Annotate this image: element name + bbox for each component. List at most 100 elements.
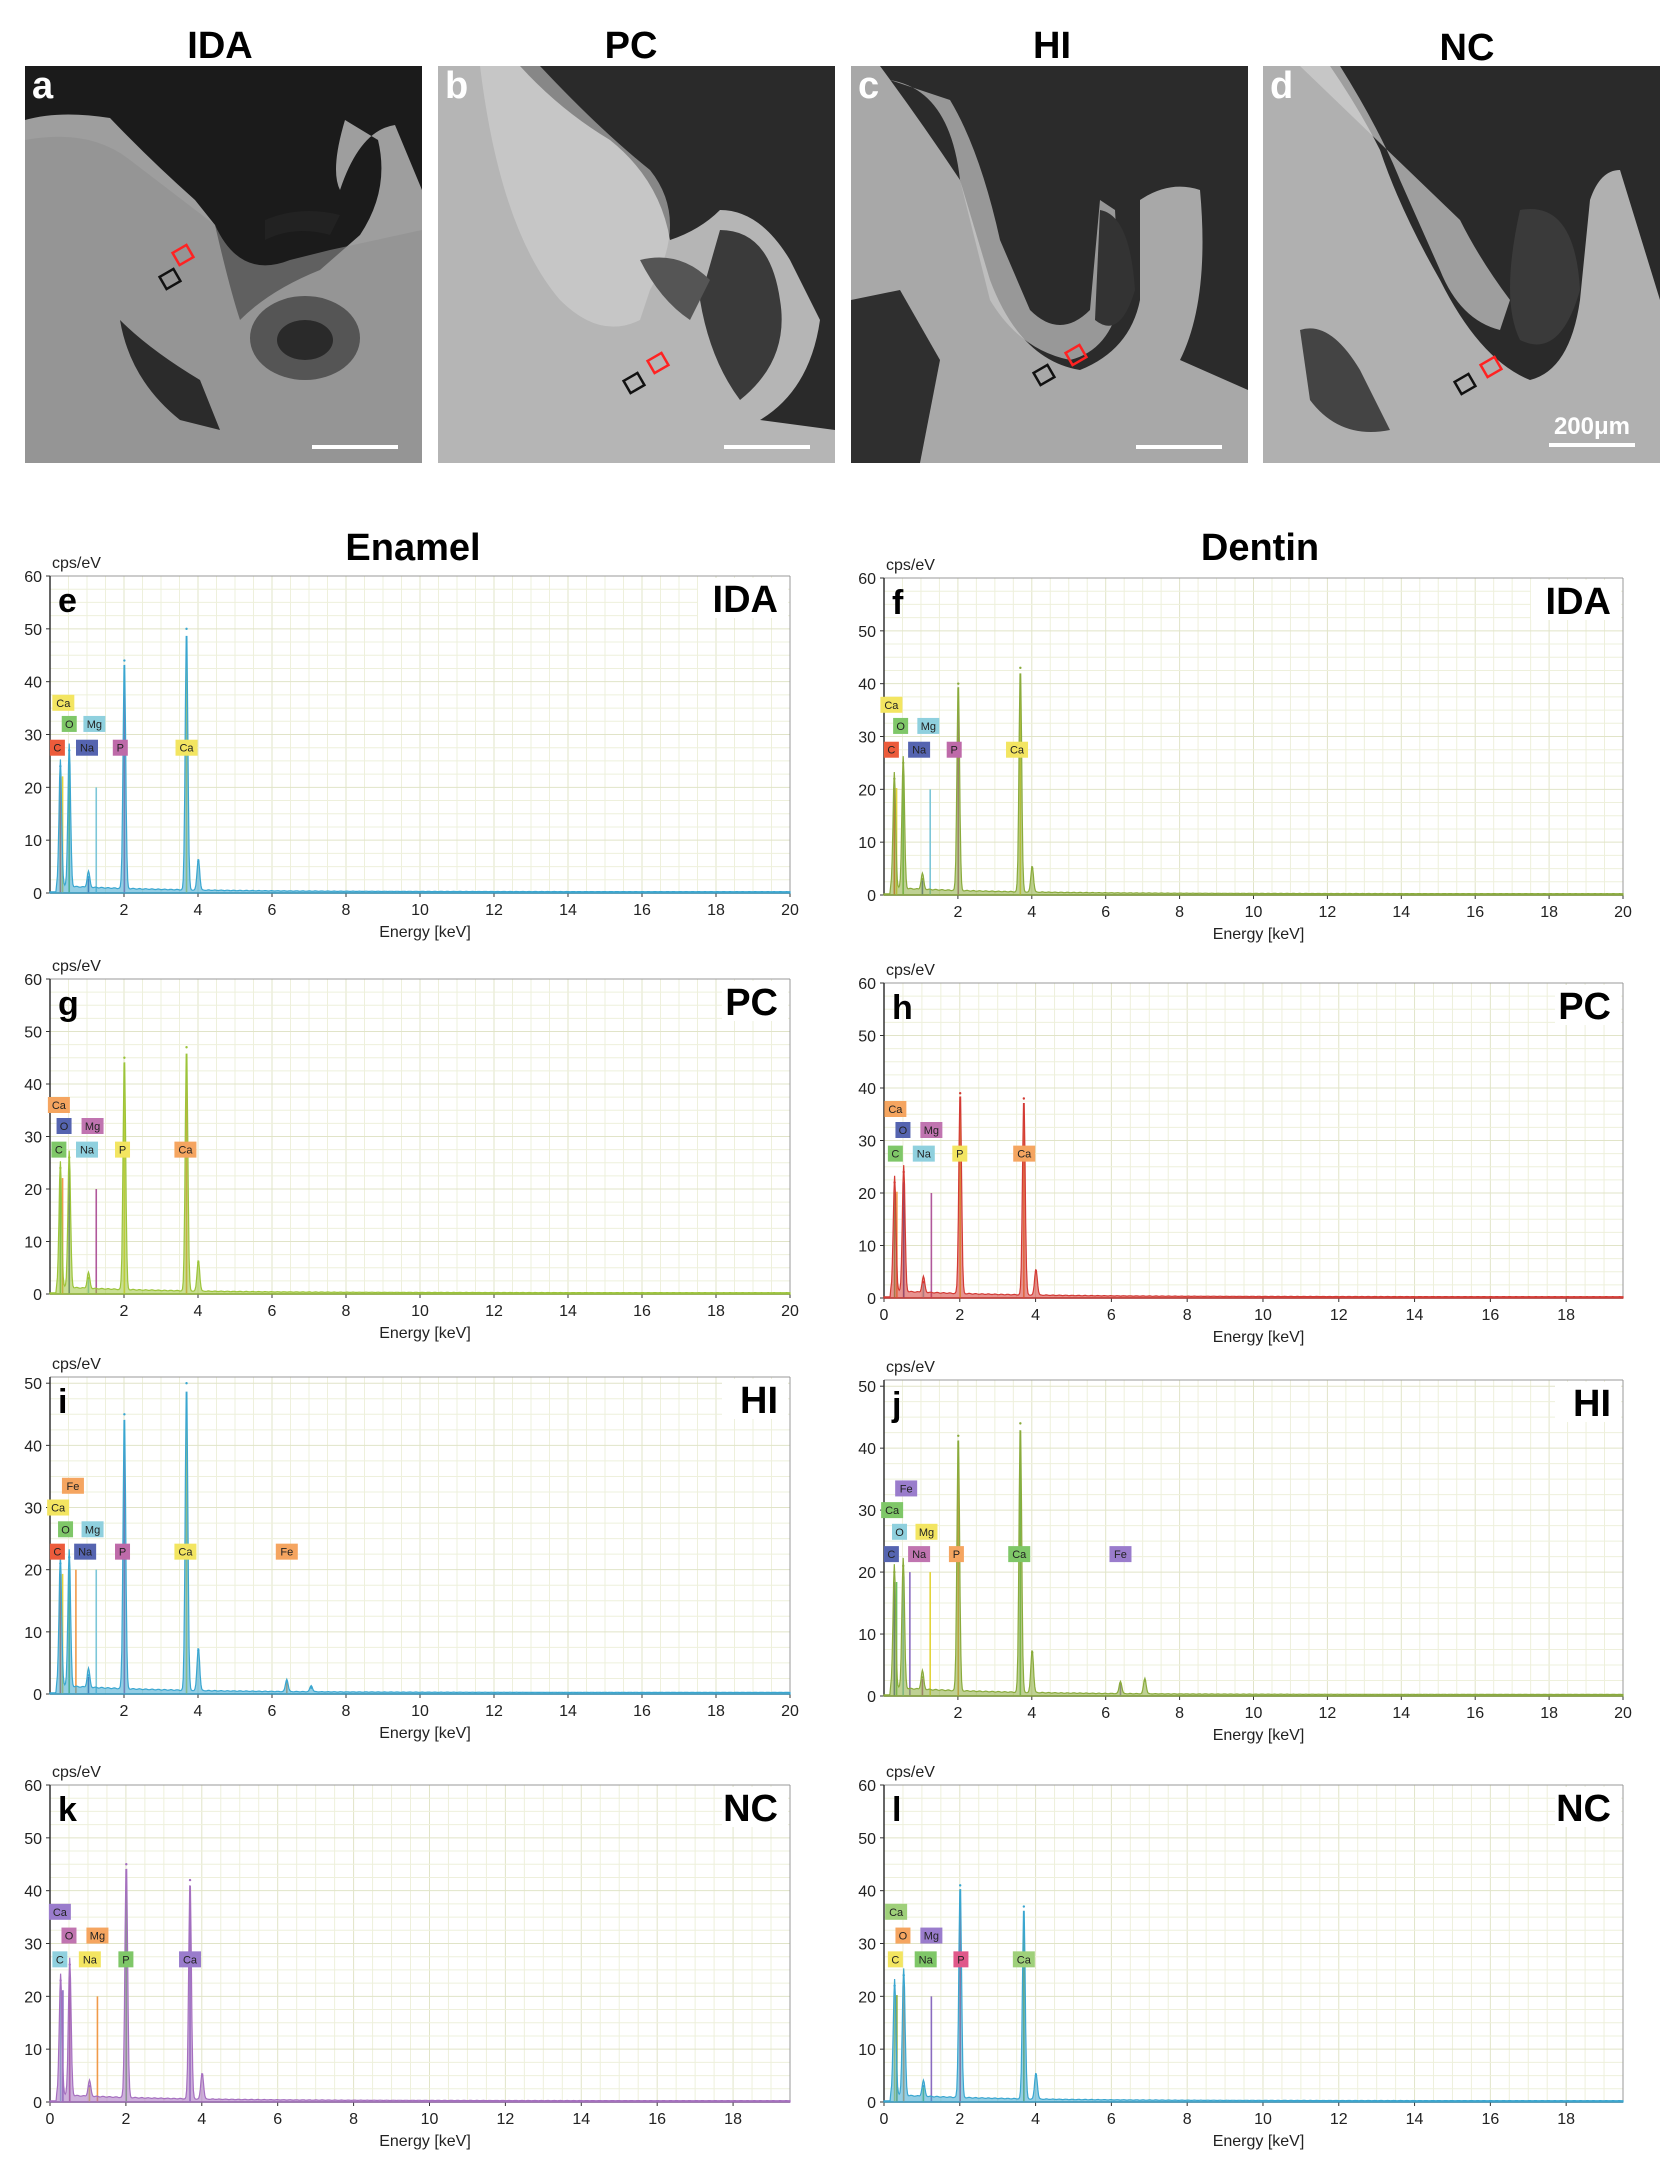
peak-point bbox=[87, 875, 90, 879]
y-tick-label: 50 bbox=[858, 1029, 876, 1046]
x-tick-label: 10 bbox=[1254, 1307, 1272, 1324]
y-tick-label: 20 bbox=[24, 780, 42, 797]
x-tick-label: 14 bbox=[1392, 1705, 1410, 1722]
element-label-bg bbox=[917, 717, 940, 734]
element-label-bg bbox=[1013, 1145, 1036, 1162]
peak-point bbox=[1034, 1270, 1038, 1273]
peak-point bbox=[893, 1181, 896, 1184]
x-tick-label: 2 bbox=[953, 1705, 962, 1722]
element-label-bg bbox=[49, 739, 65, 756]
y-tick-label: 60 bbox=[858, 976, 876, 993]
eds-chart-i: 0 10 20 30 40 50 2 4 6 8 10 12 14 16 18 20 cps/eV Energy … bbox=[24, 1356, 799, 1742]
element-label-bg bbox=[883, 741, 899, 758]
peak-point bbox=[310, 1686, 313, 1689]
y-tick-label: 20 bbox=[858, 1989, 876, 2006]
y-tick-label: 60 bbox=[24, 1778, 42, 1795]
peak-point bbox=[88, 2084, 91, 2088]
peak-point bbox=[185, 627, 188, 631]
y-tick-label: 30 bbox=[24, 1937, 42, 1954]
element-label-na: Na bbox=[912, 745, 927, 757]
element-label-bg bbox=[61, 715, 77, 732]
x-tick-label: 20 bbox=[1614, 1705, 1632, 1722]
element-label-bg bbox=[78, 1951, 101, 1968]
y-tick-label: 50 bbox=[858, 624, 876, 641]
x-tick-label: 10 bbox=[1245, 1705, 1263, 1722]
x-tick-label: 16 bbox=[1466, 904, 1484, 921]
y-tick-label: 10 bbox=[24, 1235, 42, 1252]
x-tick-label: 16 bbox=[1481, 1307, 1499, 1324]
x-tick-label: 6 bbox=[268, 902, 277, 919]
x-tick-label: 10 bbox=[421, 2111, 439, 2128]
chart-title-bg bbox=[1555, 1382, 1621, 1422]
peak-point bbox=[197, 1261, 200, 1264]
element-label-ca: Ca bbox=[1012, 1549, 1027, 1561]
peak-point bbox=[958, 1092, 962, 1095]
element-label-fe: Fe bbox=[67, 1481, 80, 1493]
peak-point bbox=[1034, 2074, 1038, 2077]
x-tick-label: 6 bbox=[1101, 1705, 1110, 1722]
x-tick-label: 12 bbox=[485, 902, 503, 919]
x-tick-label: 10 bbox=[1245, 904, 1263, 921]
eds-chart-g: 0 10 20 30 40 50 60 2 4 6 8 10 12 14 16 18 20 cps/eV Energ… bbox=[24, 958, 799, 1342]
element-label-c: C bbox=[56, 1954, 64, 1966]
x-tick-label: 14 bbox=[1406, 2111, 1424, 2128]
element-label-p: P bbox=[117, 743, 124, 755]
x-tick-label: 6 bbox=[1107, 1307, 1116, 1324]
x-tick-label: 2 bbox=[120, 1303, 129, 1320]
peak-point bbox=[893, 1984, 896, 1987]
chart-title: PC bbox=[1558, 986, 1611, 1028]
x-tick-label: 2 bbox=[953, 904, 962, 921]
y-tick-label: 40 bbox=[858, 1441, 876, 1458]
x-tick-label: 12 bbox=[1319, 1705, 1337, 1722]
x-tick-label: 0 bbox=[880, 1307, 889, 1324]
y-tick-label: 0 bbox=[867, 2095, 876, 2112]
element-label-ca: Ca bbox=[885, 1505, 900, 1517]
y-tick-label: 50 bbox=[24, 1831, 42, 1848]
y-tick-label: 40 bbox=[24, 1077, 42, 1094]
element-label-mg: Mg bbox=[921, 721, 936, 733]
element-label-mg: Mg bbox=[919, 1527, 934, 1539]
chart-title-bg bbox=[1555, 985, 1621, 1025]
y-axis-label: cps/eV bbox=[886, 1359, 935, 1376]
x-tick-label: 12 bbox=[1330, 1307, 1348, 1324]
x-tick-label: 4 bbox=[194, 1303, 203, 1320]
element-label-bg bbox=[47, 1097, 70, 1113]
panel-letter-c: c bbox=[858, 65, 879, 107]
spectrum-series bbox=[883, 1889, 1624, 2103]
x-tick-label: 6 bbox=[268, 1703, 277, 1720]
chart-panel-letter: j bbox=[891, 1386, 901, 1424]
x-tick-label: 16 bbox=[648, 2111, 666, 2128]
element-label-p: P bbox=[957, 1954, 964, 1966]
element-label-o: O bbox=[65, 719, 74, 731]
element-label-ca: Ca bbox=[178, 1547, 193, 1559]
element-label-bg bbox=[76, 1141, 98, 1158]
element-label-bg bbox=[1006, 741, 1029, 758]
element-label-ca: Ca bbox=[889, 1907, 904, 1919]
element-label-fe: Fe bbox=[280, 1547, 293, 1559]
x-tick-label: 14 bbox=[559, 1703, 577, 1720]
chart-panel-letter: i bbox=[58, 1383, 67, 1421]
element-label-bg bbox=[52, 694, 75, 711]
element-label-bg bbox=[51, 1141, 67, 1158]
y-tick-label: 40 bbox=[858, 677, 876, 694]
x-tick-label: 2 bbox=[120, 902, 129, 919]
element-label-bg bbox=[74, 1543, 97, 1560]
element-label-ca: Ca bbox=[1017, 1149, 1032, 1161]
element-label-ca: Ca bbox=[1017, 1954, 1032, 1966]
eds-chart-h: 0 10 20 30 40 50 60 0 2 4 6 8 10 12 14 16 18 cps/eV Energy… bbox=[858, 962, 1624, 1346]
chart-title: NC bbox=[723, 1788, 778, 1830]
chart-title-bg bbox=[1531, 580, 1621, 620]
element-label-bg bbox=[179, 1951, 202, 1968]
element-label-bg bbox=[115, 1543, 131, 1560]
element-label-p: P bbox=[953, 1549, 960, 1561]
x-tick-label: 18 bbox=[1557, 2111, 1575, 2128]
x-tick-label: 12 bbox=[496, 2111, 514, 2128]
panel-letter-d: d bbox=[1270, 65, 1293, 107]
x-tick-label: 14 bbox=[1392, 904, 1410, 921]
element-label-bg bbox=[892, 1523, 908, 1540]
y-tick-label: 50 bbox=[858, 1379, 876, 1396]
y-tick-label: 20 bbox=[858, 1186, 876, 1203]
chart-panel-letter: k bbox=[58, 1791, 77, 1829]
spectrum-series bbox=[883, 673, 1624, 896]
element-label-ca: Ca bbox=[52, 1100, 67, 1112]
